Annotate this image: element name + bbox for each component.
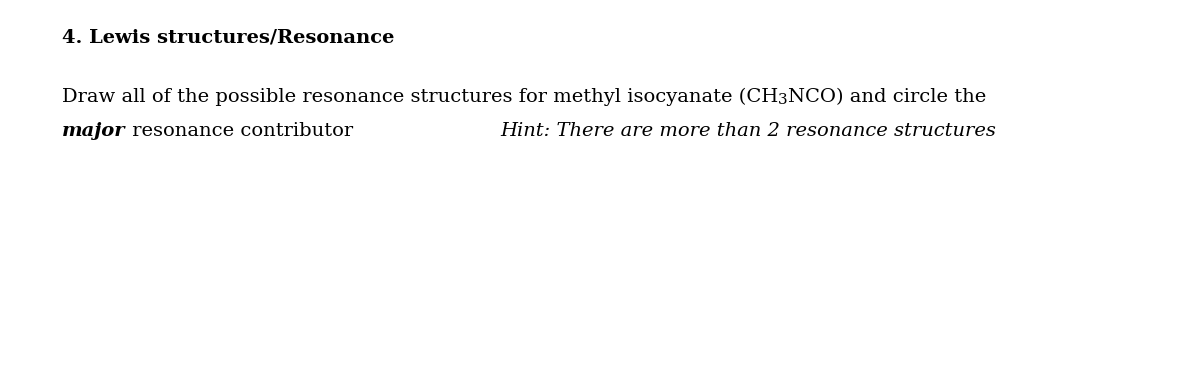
Text: Draw all of the possible resonance structures for methyl isocyanate (CH: Draw all of the possible resonance struc… bbox=[62, 88, 779, 106]
Text: NCO) and circle the: NCO) and circle the bbox=[788, 88, 986, 106]
Text: 3: 3 bbox=[779, 93, 788, 107]
Text: resonance contributor: resonance contributor bbox=[126, 122, 353, 140]
Text: Hint: There are more than 2 resonance structures: Hint: There are more than 2 resonance st… bbox=[500, 122, 996, 140]
Text: 4. Lewis structures/Resonance: 4. Lewis structures/Resonance bbox=[62, 28, 395, 46]
Text: major: major bbox=[62, 122, 126, 140]
